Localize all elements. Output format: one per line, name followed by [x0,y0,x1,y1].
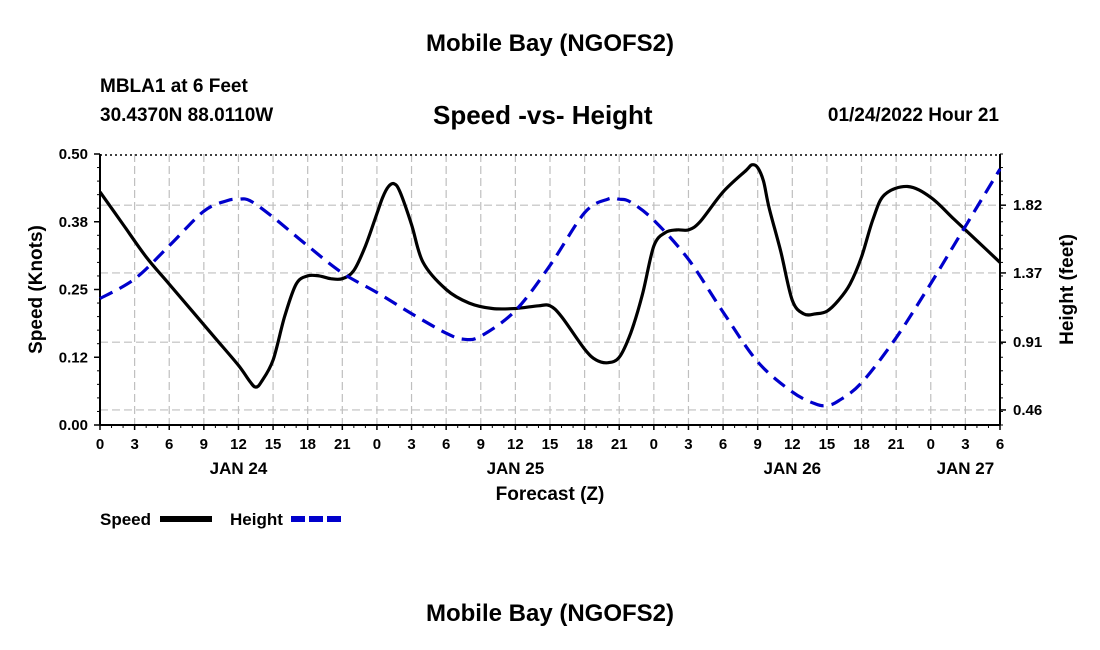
day-label: JAN 26 [763,459,821,478]
day-label: JAN 24 [210,459,268,478]
x-tick-label: 21 [888,436,905,453]
x-tick-label: 21 [334,436,351,453]
station-coordinates: 30.4370N 88.0110W [100,105,274,126]
x-tick-label: 18 [853,436,870,453]
x-tick-label: 6 [996,436,1004,453]
legend-label-height: Height [230,510,283,529]
x-tick-label: 6 [442,436,450,453]
height-series-line [99,168,1002,408]
chart-title: Speed -vs- Height [433,100,653,130]
x-tick-label: 9 [477,436,485,453]
station-name: MBLA1 at 6 Feet [100,76,248,97]
x-tick-label: 12 [230,436,247,453]
x-tick-label: 21 [611,436,628,453]
day-label: JAN 27 [937,459,995,478]
x-tick-label: 3 [130,436,138,453]
x-tick-label: 12 [507,436,524,453]
x-tick-label: 18 [299,436,316,453]
x-tick-label: 0 [96,436,104,453]
x-tick-label: 0 [650,436,658,453]
legend-label-speed: Speed [100,510,151,529]
x-tick-label: 3 [407,436,415,453]
y2-tick-label: 1.37 [1013,265,1042,282]
x-tick-label: 9 [754,436,762,453]
x-tick-label: 15 [819,436,836,453]
y-tick-label: 0.00 [59,417,88,434]
x-tick-label: 9 [200,436,208,453]
page-title: Mobile Bay (NGOFS2) [425,30,675,57]
x-tick-label: 15 [265,436,282,453]
x-tick-label: 15 [542,436,559,453]
speed-series-line [98,163,1002,389]
y-tick-label: 0.25 [59,282,88,299]
x-tick-label: 18 [576,436,593,453]
y2-tick-label: 1.82 [1013,197,1042,214]
y2-tick-label: 0.91 [1013,334,1042,351]
y-tick-label: 0.38 [59,214,88,231]
y2-axis-title: Height (feet) [1057,234,1078,345]
y2-tick-label: 0.46 [1013,402,1042,419]
x-tick-label: 0 [927,436,935,453]
y-tick-label: 0.12 [59,349,88,366]
page-title-bottom: Mobile Bay (NGOFS2) [425,600,675,627]
y-tick-label: 0.50 [59,146,88,163]
x-axis-title: Forecast (Z) [496,484,605,505]
x-tick-label: 3 [961,436,969,453]
x-tick-label: 12 [784,436,801,453]
forecast-date: 01/24/2022 Hour 21 [827,105,999,126]
y-axis-title: Speed (Knots) [26,225,47,354]
day-label: JAN 25 [487,459,545,478]
x-tick-label: 6 [719,436,727,453]
x-tick-label: 6 [165,436,173,453]
x-tick-label: 0 [373,436,381,453]
x-tick-label: 3 [684,436,692,453]
